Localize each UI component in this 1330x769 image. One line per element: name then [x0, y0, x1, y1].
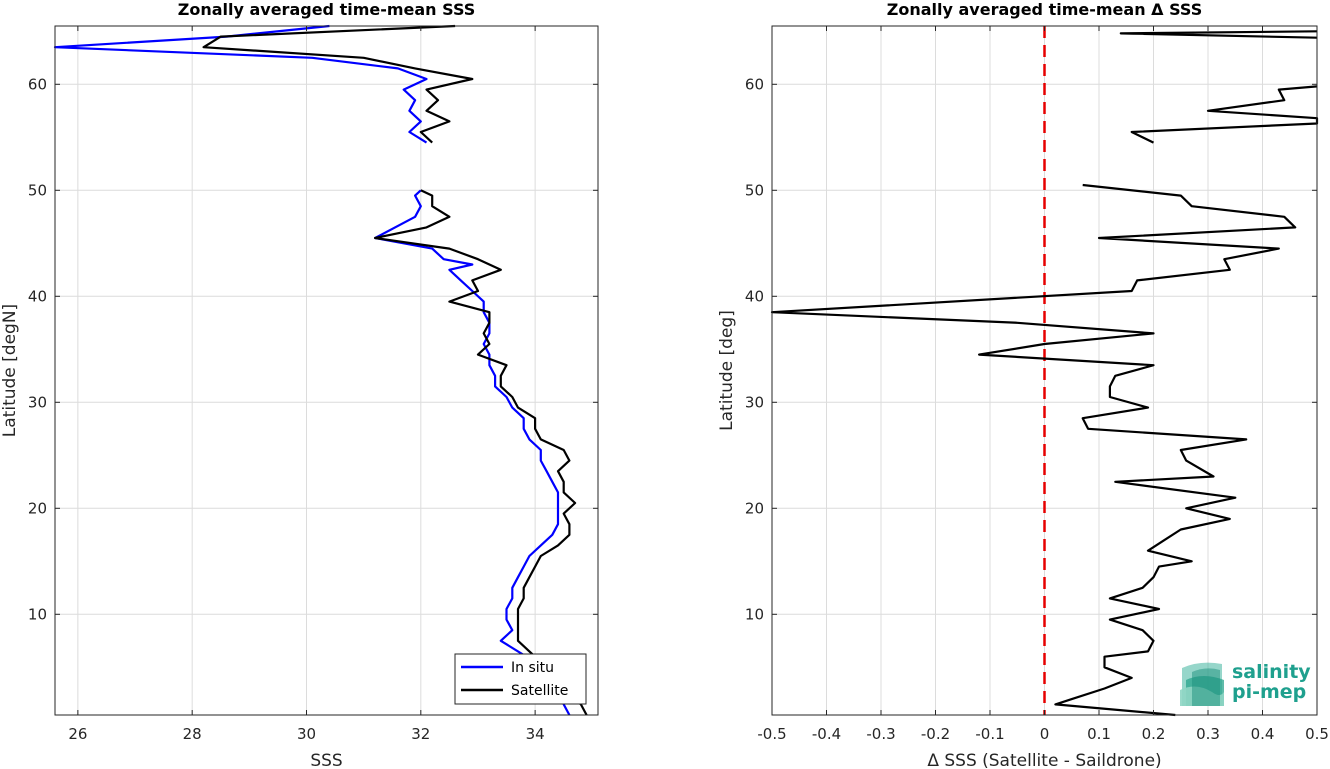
x-tick-label: 0.2: [1142, 725, 1166, 743]
x-tick-label: 34: [526, 725, 545, 743]
axes-box: [54, 25, 599, 716]
tick-layer: 26 28 30 32 34 10 20 30 40 50 60: [28, 26, 598, 743]
series-line-in-situ: [374, 189, 571, 716]
x-tick-label: 0.3: [1196, 725, 1220, 743]
x-tick-label: 28: [183, 725, 202, 743]
y-tick-label: 10: [745, 605, 764, 623]
logo-text-line1: salinity: [1232, 661, 1311, 683]
x-tick-label: -0.3: [866, 725, 895, 743]
panel-delta-sss: -0.5 -0.4 -0.3 -0.2 -0.1 0 0.1 0.2 0.3 0.4 0.5 10 20…: [717, 0, 1329, 769]
x-tick-label: -0.1: [975, 725, 1004, 743]
x-tick-label: 0.5: [1305, 725, 1329, 743]
series-line-delta-sss: [1130, 85, 1319, 144]
y-tick-label: 20: [745, 499, 764, 517]
y-tick-label: 10: [28, 605, 47, 623]
series-line-satellite: [202, 24, 474, 144]
series-layer: [53, 24, 588, 716]
series-line-delta-sss: [770, 183, 1297, 717]
legend-entry-in-situ: In situ: [511, 660, 554, 676]
y-tick-label: 40: [745, 287, 764, 305]
x-tick-label: 0.1: [1087, 725, 1111, 743]
y-tick-label: 50: [745, 181, 764, 199]
series-layer: [770, 30, 1319, 717]
legend: In situ Satellite: [454, 653, 587, 705]
panel-sss: 26 28 30 32 34 10 20 30 40 50 60 Zonally averaged …: [0, 0, 599, 769]
legend-entry-satellite: Satellite: [511, 683, 568, 699]
y-tick-label: 60: [745, 75, 764, 93]
series-line-satellite: [374, 189, 588, 716]
x-axis-label: SSS: [310, 751, 342, 769]
salinity-pi-mep-logo: salinity pi-mep: [1180, 661, 1311, 706]
x-tick-label: -0.5: [757, 725, 786, 743]
x-tick-label: 26: [68, 725, 87, 743]
x-axis-label: Δ SSS (Satellite - Saildrone): [927, 751, 1161, 769]
chart-title: Zonally averaged time-mean SSS: [178, 0, 476, 19]
wave-logo-icon: [1180, 662, 1224, 706]
x-tick-label: 0: [1040, 725, 1050, 743]
series-line-in-situ: [53, 24, 428, 144]
x-tick-label: 0.4: [1251, 725, 1275, 743]
y-tick-label: 40: [28, 287, 47, 305]
grid-lines: [55, 26, 598, 715]
y-tick-label: 30: [28, 393, 47, 411]
y-tick-label: 50: [28, 181, 47, 199]
y-tick-label: 20: [28, 499, 47, 517]
series-line-delta-sss: [1119, 30, 1318, 39]
y-tick-label: 60: [28, 75, 47, 93]
chart-title: Zonally averaged time-mean Δ SSS: [887, 0, 1203, 19]
legend-box: [454, 653, 587, 705]
x-tick-label: 32: [411, 725, 430, 743]
y-axis-label: Latitude [deg]: [717, 310, 737, 431]
y-tick-label: 30: [745, 393, 764, 411]
logo-text-line2: pi-mep: [1232, 681, 1306, 703]
x-tick-label: -0.4: [812, 725, 841, 743]
tick-layer: -0.5 -0.4 -0.3 -0.2 -0.1 0 0.1 0.2 0.3 0.4 0.5 10 20…: [745, 26, 1329, 743]
x-tick-label: 30: [297, 725, 316, 743]
x-tick-label: -0.2: [921, 725, 950, 743]
y-axis-label: Latitude [degN]: [0, 304, 20, 437]
